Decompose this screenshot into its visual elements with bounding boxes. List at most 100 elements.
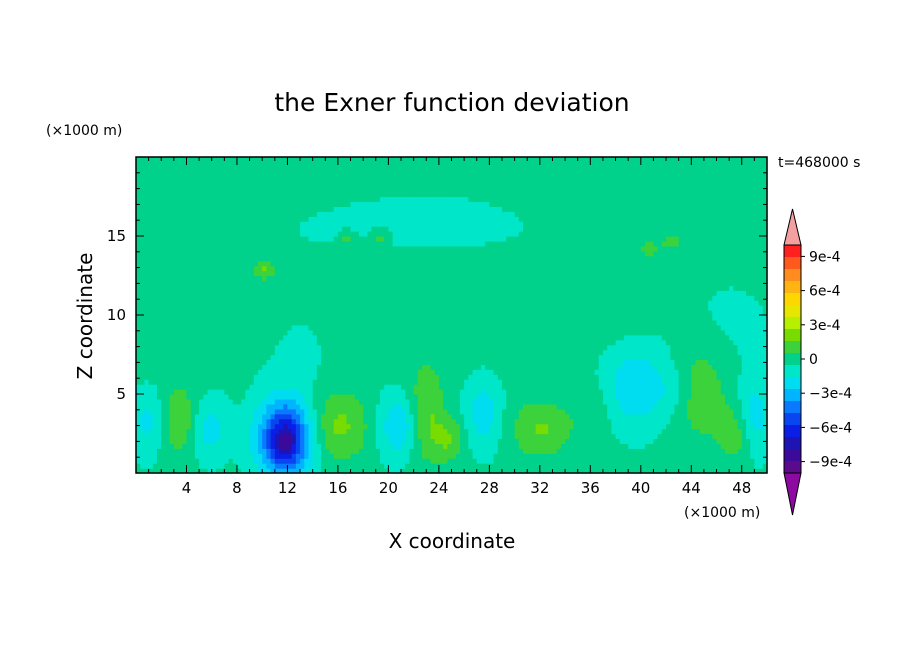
heatmap-cell	[173, 418, 179, 425]
heatmap-cell	[649, 443, 655, 449]
heatmap-cell	[304, 408, 310, 415]
heatmap-cell	[287, 329, 293, 336]
heatmap-cell	[253, 389, 259, 395]
heatmap-cell	[308, 324, 314, 331]
heatmap-cell	[199, 463, 204, 469]
heatmap-cell	[417, 349, 423, 356]
heatmap-cell	[207, 443, 213, 449]
heatmap-cell	[501, 359, 507, 365]
heatmap-cell	[194, 334, 200, 341]
heatmap-cell	[497, 413, 503, 420]
heatmap-cell	[619, 359, 625, 365]
heatmap-cell	[257, 389, 263, 395]
heatmap-cell	[708, 448, 713, 454]
heatmap-cell	[438, 408, 444, 415]
heatmap-cell	[535, 398, 541, 405]
heatmap-cell	[312, 369, 318, 375]
heatmap-cell	[691, 364, 697, 370]
heatmap-cell	[459, 384, 465, 390]
heatmap-cell	[535, 408, 541, 415]
heatmap-cell	[552, 418, 558, 425]
heatmap-cell	[152, 453, 158, 459]
heatmap-cell	[262, 310, 268, 316]
heatmap-cell	[573, 463, 579, 469]
heatmap-cell	[228, 344, 234, 351]
heatmap-cell	[510, 438, 516, 444]
heatmap-cell	[157, 418, 162, 425]
heatmap-cell	[241, 305, 246, 311]
heatmap-cell	[178, 398, 183, 405]
heatmap-cell	[636, 453, 642, 459]
heatmap-cell	[438, 384, 444, 390]
heatmap-cell	[148, 394, 154, 400]
heatmap-cell	[257, 438, 263, 444]
heatmap-cell	[224, 433, 230, 440]
heatmap-cell	[640, 329, 646, 336]
heatmap-cell	[329, 364, 335, 370]
heatmap-cell	[224, 398, 230, 405]
heatmap-cell	[321, 364, 326, 370]
heatmap-cell	[745, 468, 751, 474]
heatmap-cell	[451, 339, 457, 346]
heatmap-cell	[207, 354, 213, 361]
heatmap-cell	[194, 423, 200, 430]
heatmap-cell	[485, 413, 490, 420]
heatmap-cell	[733, 329, 739, 336]
heatmap-cell	[459, 315, 465, 321]
heatmap-cell	[682, 364, 688, 370]
heatmap-cell	[316, 458, 322, 464]
heatmap-cell	[241, 394, 246, 400]
heatmap-cell	[451, 408, 457, 415]
heatmap-cell	[371, 413, 377, 420]
heatmap-cell	[657, 428, 663, 435]
heatmap-cell	[695, 443, 701, 449]
heatmap-cell	[396, 329, 402, 336]
heatmap-cell	[367, 438, 373, 444]
heatmap-cell	[724, 394, 730, 400]
heatmap-cell	[741, 354, 747, 361]
heatmap-cell	[628, 408, 633, 415]
heatmap-cell	[636, 374, 642, 380]
heatmap-cell	[215, 433, 221, 440]
heatmap-cell	[215, 374, 221, 380]
heatmap-cell	[409, 423, 415, 430]
heatmap-cell	[628, 315, 633, 321]
heatmap-cell	[716, 448, 722, 454]
heatmap-cell	[611, 398, 617, 405]
heatmap-cell	[220, 324, 225, 331]
heatmap-cell	[405, 468, 411, 474]
heatmap-cell	[422, 423, 427, 430]
heatmap-cell	[544, 403, 549, 410]
heatmap-cell	[501, 324, 507, 331]
heatmap-cell	[358, 413, 364, 420]
heatmap-cell	[729, 374, 734, 380]
heatmap-cell	[405, 428, 411, 435]
heatmap-cell	[325, 349, 331, 356]
heatmap-cell	[274, 443, 280, 449]
heatmap-cell	[745, 428, 751, 435]
heatmap-cell	[581, 394, 587, 400]
heatmap-cell	[367, 403, 373, 410]
heatmap-cell	[350, 468, 356, 474]
heatmap-cell	[602, 359, 608, 365]
heatmap-cell	[661, 448, 667, 454]
heatmap-cell	[514, 443, 520, 449]
heatmap-cell	[565, 379, 570, 385]
heatmap-cell	[312, 423, 318, 430]
heatmap-cell	[687, 354, 692, 361]
heatmap-cell	[472, 468, 478, 474]
heatmap-cell	[161, 379, 167, 385]
heatmap-cell	[493, 458, 499, 464]
heatmap-cell	[291, 354, 297, 361]
heatmap-cell	[401, 433, 406, 440]
heatmap-cell	[186, 379, 192, 385]
heatmap-cell	[640, 468, 646, 474]
heatmap-cell	[165, 453, 171, 459]
heatmap-cell	[392, 443, 398, 449]
heatmap-cell	[413, 448, 419, 454]
heatmap-cell	[632, 349, 638, 356]
heatmap-cell	[611, 433, 617, 440]
heatmap-cell	[464, 374, 469, 380]
heatmap-cell	[144, 324, 150, 331]
heatmap-cell	[161, 403, 167, 410]
